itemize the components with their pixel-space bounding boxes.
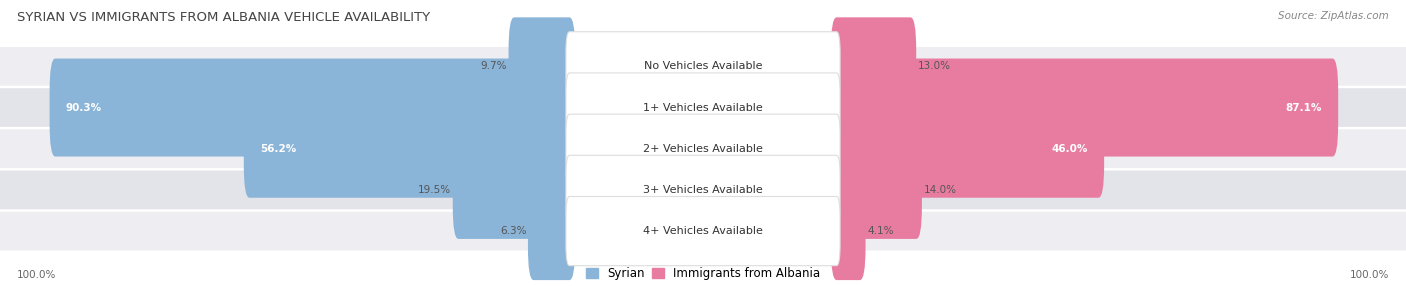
Text: 100.0%: 100.0% xyxy=(17,270,56,279)
FancyBboxPatch shape xyxy=(49,59,575,156)
Text: 2+ Vehicles Available: 2+ Vehicles Available xyxy=(643,144,763,154)
Text: 90.3%: 90.3% xyxy=(66,103,101,112)
FancyBboxPatch shape xyxy=(831,100,1104,198)
Text: 4+ Vehicles Available: 4+ Vehicles Available xyxy=(643,226,763,236)
Text: 87.1%: 87.1% xyxy=(1285,103,1322,112)
FancyBboxPatch shape xyxy=(831,182,866,280)
FancyBboxPatch shape xyxy=(565,155,841,225)
Text: SYRIAN VS IMMIGRANTS FROM ALBANIA VEHICLE AVAILABILITY: SYRIAN VS IMMIGRANTS FROM ALBANIA VEHICL… xyxy=(17,11,430,24)
Text: 46.0%: 46.0% xyxy=(1052,144,1088,154)
FancyBboxPatch shape xyxy=(243,100,575,198)
FancyBboxPatch shape xyxy=(0,212,1406,251)
Text: 3+ Vehicles Available: 3+ Vehicles Available xyxy=(643,185,763,195)
FancyBboxPatch shape xyxy=(0,88,1406,127)
FancyBboxPatch shape xyxy=(565,196,841,266)
Text: 56.2%: 56.2% xyxy=(260,144,297,154)
FancyBboxPatch shape xyxy=(831,17,917,115)
Text: 19.5%: 19.5% xyxy=(418,185,451,195)
Text: 4.1%: 4.1% xyxy=(868,226,893,236)
Text: No Vehicles Available: No Vehicles Available xyxy=(644,61,762,71)
Text: 100.0%: 100.0% xyxy=(1350,270,1389,279)
Text: 1+ Vehicles Available: 1+ Vehicles Available xyxy=(643,103,763,112)
FancyBboxPatch shape xyxy=(0,129,1406,168)
Text: 14.0%: 14.0% xyxy=(924,185,956,195)
FancyBboxPatch shape xyxy=(565,32,841,101)
FancyBboxPatch shape xyxy=(509,17,575,115)
Legend: Syrian, Immigrants from Albania: Syrian, Immigrants from Albania xyxy=(586,267,820,280)
FancyBboxPatch shape xyxy=(565,73,841,142)
FancyBboxPatch shape xyxy=(831,141,922,239)
FancyBboxPatch shape xyxy=(527,182,575,280)
Text: Source: ZipAtlas.com: Source: ZipAtlas.com xyxy=(1278,11,1389,21)
FancyBboxPatch shape xyxy=(831,59,1339,156)
Text: 6.3%: 6.3% xyxy=(501,226,526,236)
FancyBboxPatch shape xyxy=(565,114,841,183)
FancyBboxPatch shape xyxy=(453,141,575,239)
FancyBboxPatch shape xyxy=(0,47,1406,86)
FancyBboxPatch shape xyxy=(0,170,1406,209)
Text: 13.0%: 13.0% xyxy=(918,61,950,71)
Text: 9.7%: 9.7% xyxy=(481,61,508,71)
